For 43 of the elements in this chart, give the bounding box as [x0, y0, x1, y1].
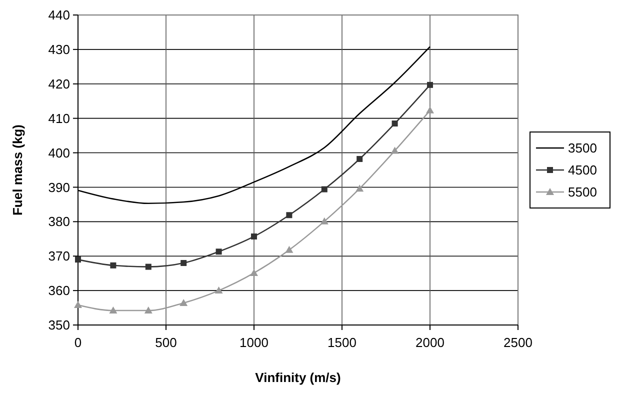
- point: [286, 212, 292, 218]
- y-tick-label: 350: [48, 318, 70, 333]
- x-tick-label: 1000: [240, 335, 268, 350]
- y-tick-label: 400: [48, 145, 70, 160]
- point: [251, 233, 257, 240]
- y-tick-label: 380: [48, 214, 70, 230]
- point: [109, 306, 118, 314]
- point: [180, 298, 188, 306]
- y-tick-label: 370: [48, 248, 70, 264]
- y-axis-title: Fuel mass (kg): [10, 124, 25, 216]
- point: [356, 184, 364, 192]
- point: [320, 217, 328, 224]
- x-tick-label: 0: [74, 335, 82, 350]
- point: [250, 268, 258, 276]
- legend-label: 5500: [568, 184, 597, 200]
- x-tick-label: 2500: [504, 335, 532, 350]
- y-tick-label: 420: [48, 76, 70, 92]
- point: [214, 286, 223, 294]
- point: [426, 106, 434, 114]
- legend-label: 4500: [568, 162, 597, 178]
- point: [145, 264, 152, 270]
- point: [285, 246, 294, 253]
- point: [110, 262, 116, 268]
- y-tick-label: 440: [48, 8, 70, 23]
- point: [74, 301, 82, 308]
- point: [216, 248, 222, 255]
- y-tick-label: 360: [48, 283, 70, 298]
- y-tick-label: 430: [48, 42, 70, 57]
- point: [392, 120, 398, 126]
- point: [75, 256, 81, 263]
- legend-label: 3500: [568, 140, 597, 156]
- x-tick-label: 2000: [416, 335, 444, 350]
- point: [144, 306, 152, 314]
- x-tick-label: 1500: [328, 335, 356, 350]
- x-tick-label: 500: [155, 335, 177, 350]
- point: [180, 260, 187, 266]
- y-tick-label: 410: [48, 110, 70, 126]
- x-axis-title: Vinfinity (m/s): [255, 370, 341, 385]
- point: [356, 156, 363, 162]
- point: [427, 82, 433, 88]
- y-tick-label: 390: [48, 180, 70, 195]
- point: [390, 146, 399, 154]
- point: [321, 186, 328, 192]
